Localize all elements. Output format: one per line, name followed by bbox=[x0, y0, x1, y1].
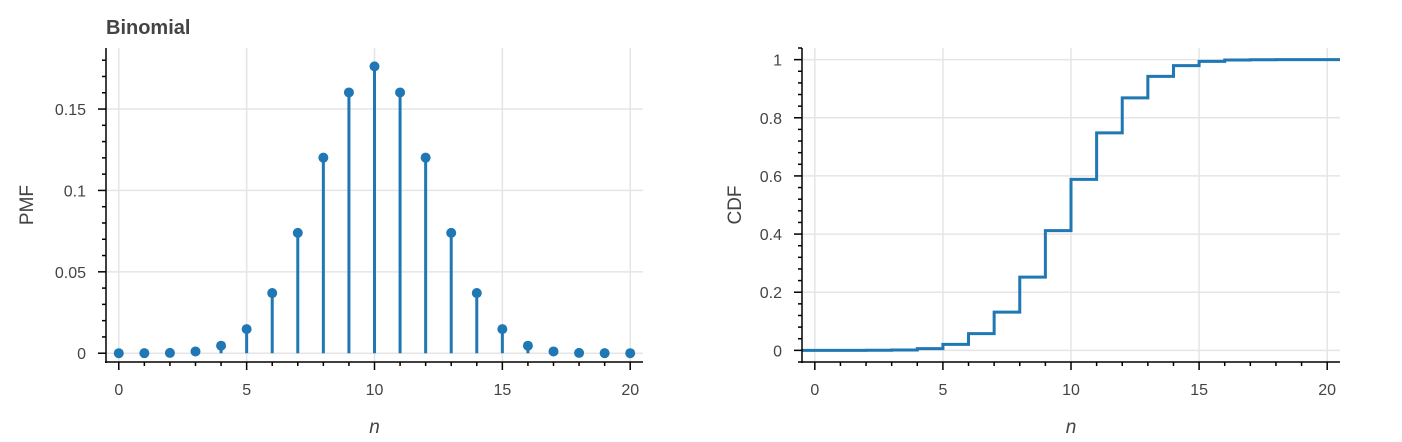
pmf-point-15 bbox=[497, 324, 508, 335]
x-tick-label: 0 bbox=[810, 382, 819, 399]
y-tick-label: 0.4 bbox=[760, 227, 782, 244]
cdf-step-line bbox=[802, 58, 1340, 352]
pmf-point-10 bbox=[369, 61, 380, 72]
pmf-point-1 bbox=[139, 348, 150, 359]
pmf-point-19 bbox=[599, 348, 610, 359]
pmf-point-7 bbox=[292, 227, 303, 238]
x-tick-label: 20 bbox=[621, 382, 639, 399]
y-tick-label: 1 bbox=[773, 53, 782, 70]
x-tick-label: 5 bbox=[938, 382, 947, 399]
pmf-point-3 bbox=[190, 346, 201, 357]
y-tick-label: 0.15 bbox=[55, 102, 86, 119]
pmf-point-20 bbox=[625, 348, 636, 359]
pmf-point-11 bbox=[395, 87, 406, 98]
pmf-plot: 0 5 10 15 20 0 0.05 0.1 0.15 n PMF Binomial bbox=[17, 17, 643, 438]
x-ticks: 0 5 10 15 20 bbox=[114, 362, 639, 399]
pmf-point-12 bbox=[420, 152, 431, 163]
y-axis-label: PMF bbox=[17, 185, 38, 225]
y-tick-label: 0 bbox=[773, 343, 782, 360]
pmf-series bbox=[113, 61, 636, 359]
pmf-point-13 bbox=[446, 227, 457, 238]
pmf-point-8 bbox=[318, 152, 329, 163]
x-tick-label: 10 bbox=[1062, 382, 1080, 399]
chart-title: Binomial bbox=[106, 17, 190, 39]
x-tick-label: 15 bbox=[493, 382, 511, 399]
pmf-point-0 bbox=[113, 348, 124, 359]
y-ticks: 0 0.2 0.4 0.6 0.8 1 bbox=[760, 47, 802, 363]
x-axis-label: n bbox=[1066, 417, 1077, 438]
x-tick-label: 5 bbox=[242, 382, 251, 399]
y-tick-label: 0.05 bbox=[55, 265, 86, 282]
x-tick-label: 10 bbox=[366, 382, 384, 399]
pmf-point-6 bbox=[267, 288, 278, 299]
pmf-point-2 bbox=[164, 347, 175, 358]
pmf-point-4 bbox=[216, 340, 227, 351]
y-tick-label: 0 bbox=[77, 346, 86, 363]
x-tick-label: 0 bbox=[114, 382, 123, 399]
y-tick-label: 0.8 bbox=[760, 111, 782, 128]
pmf-point-17 bbox=[548, 346, 559, 357]
x-ticks: 0 5 10 15 20 bbox=[810, 362, 1336, 399]
pmf-point-14 bbox=[471, 288, 482, 299]
x-tick-label: 20 bbox=[1318, 382, 1336, 399]
pmf-point-5 bbox=[241, 324, 252, 335]
cdf-plot: 0 5 10 15 20 0 0.2 0.4 0.6 0.8 1 n CDF bbox=[725, 47, 1340, 438]
y-tick-label: 0.1 bbox=[64, 183, 86, 200]
pmf-point-18 bbox=[574, 347, 585, 358]
y-axis-label: CDF bbox=[725, 185, 746, 224]
y-tick-label: 0.2 bbox=[760, 285, 782, 302]
cdf-series bbox=[802, 58, 1340, 352]
pmf-point-9 bbox=[343, 87, 354, 98]
pmf-point-16 bbox=[522, 340, 533, 351]
y-tick-label: 0.6 bbox=[760, 169, 782, 186]
x-axis-label: n bbox=[369, 417, 380, 438]
x-tick-label: 15 bbox=[1190, 382, 1208, 399]
y-ticks: 0 0.05 0.1 0.15 bbox=[55, 59, 106, 363]
